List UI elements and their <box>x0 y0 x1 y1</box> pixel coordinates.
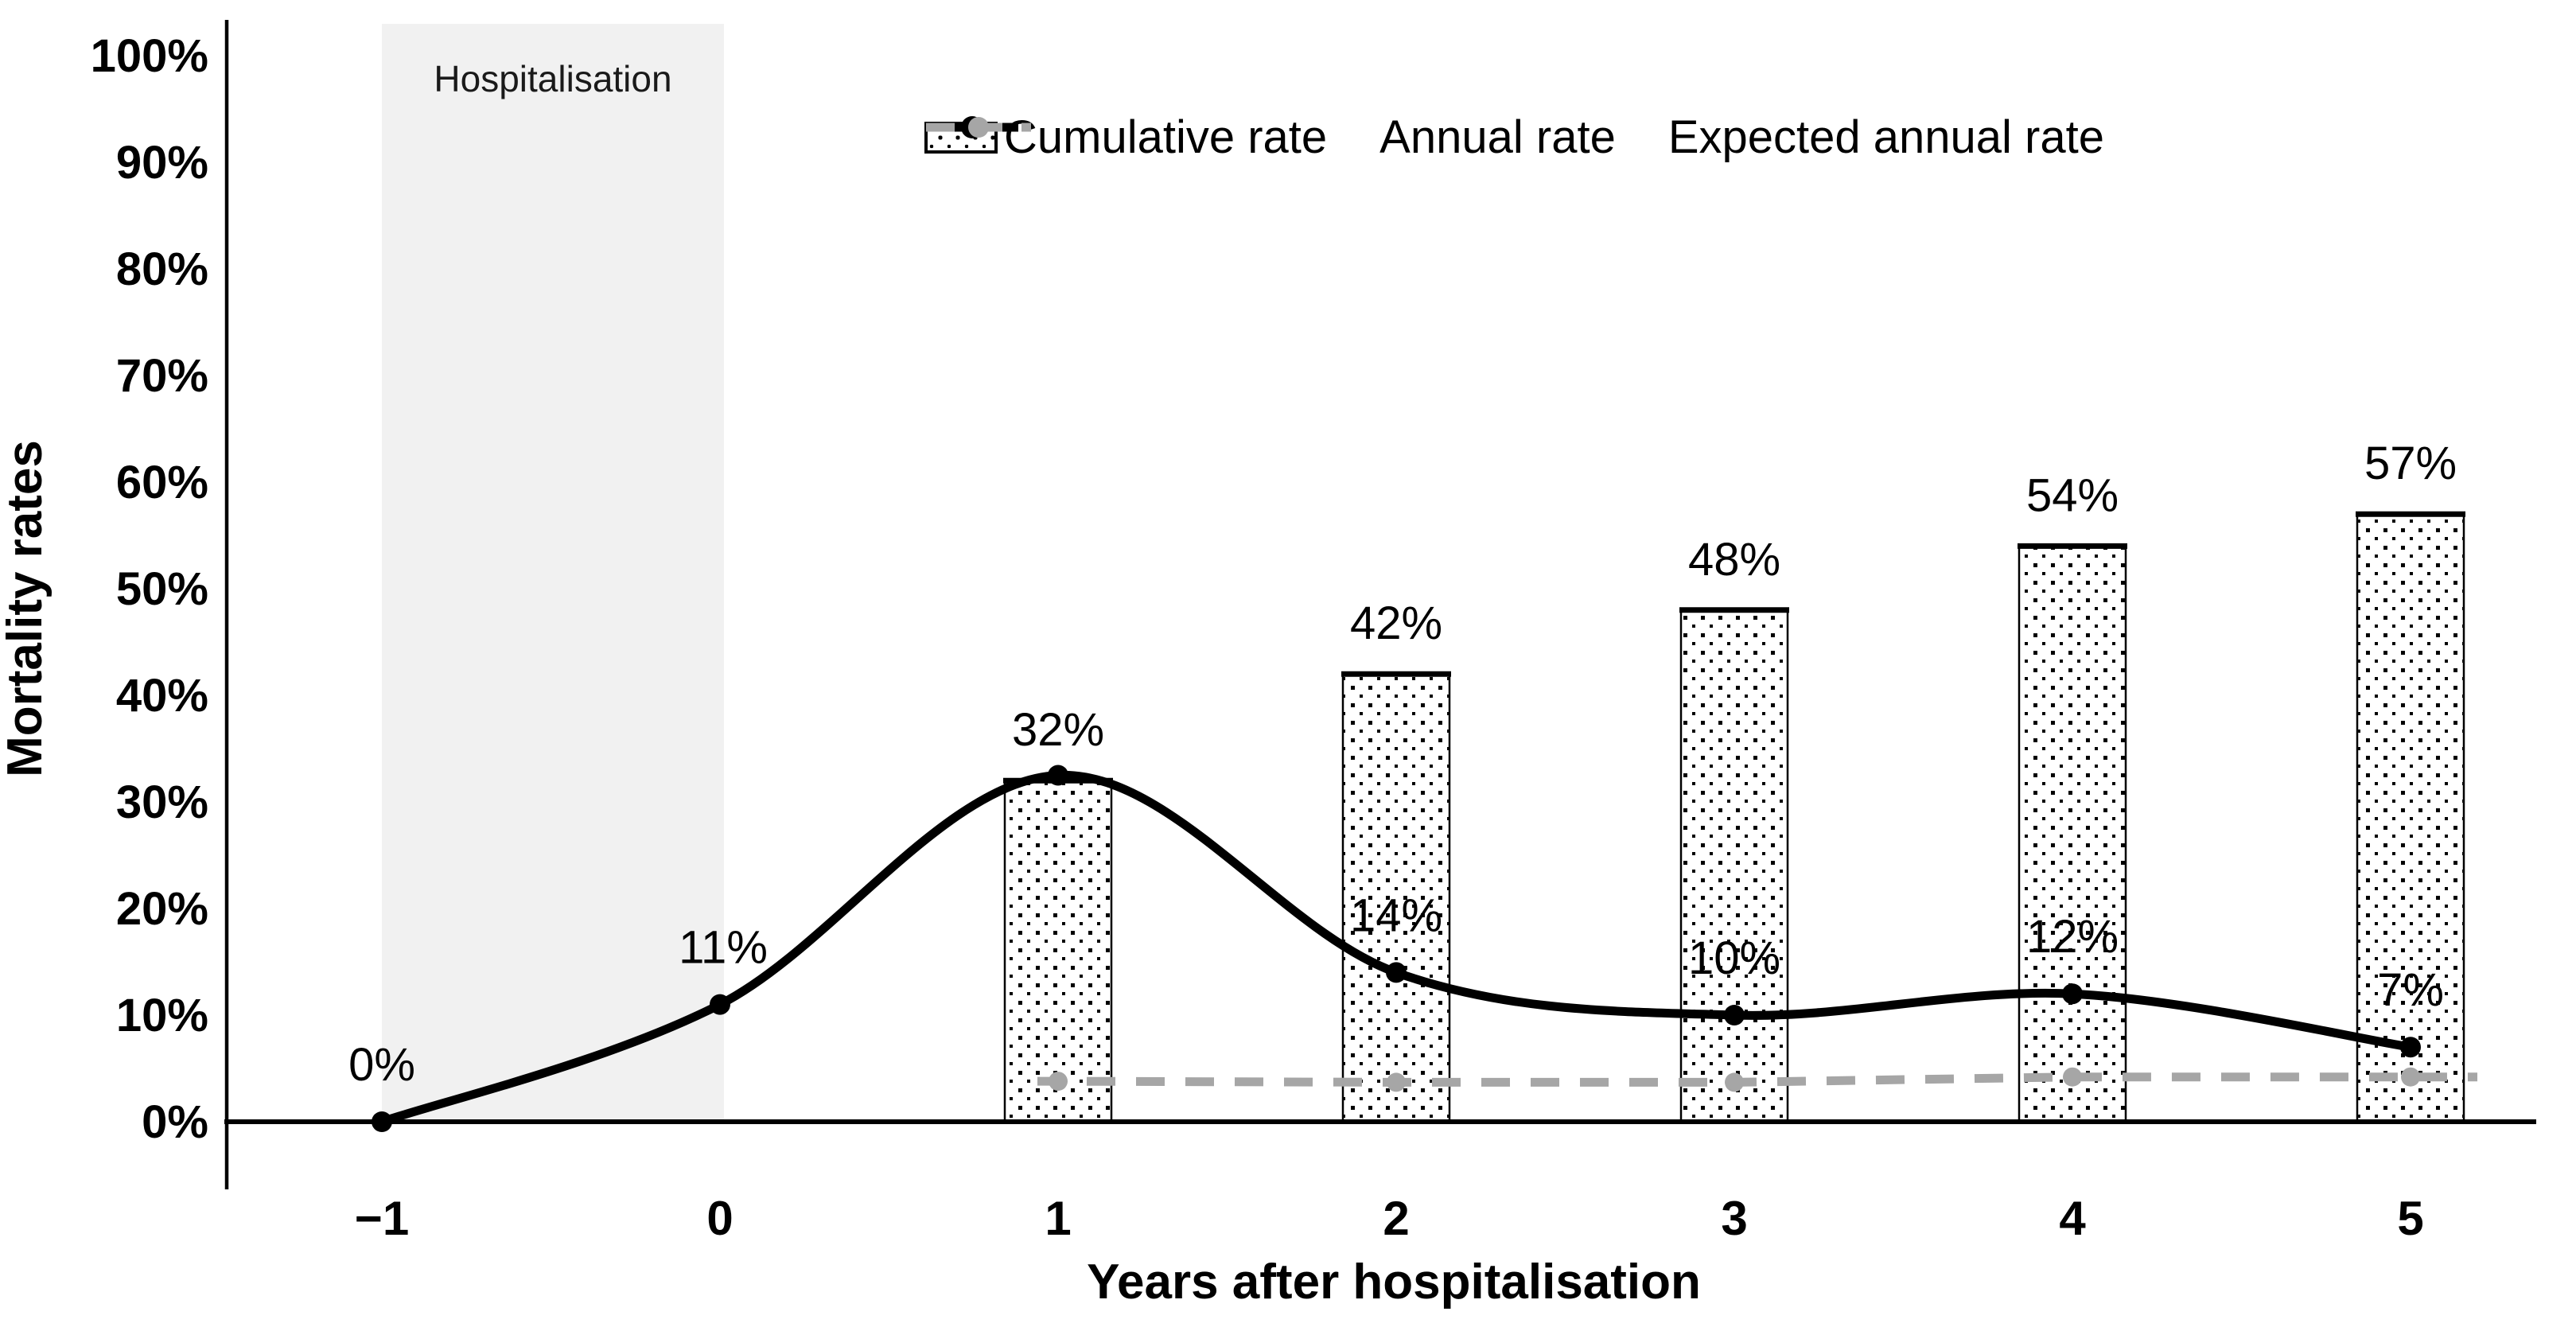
cumulative-rate-bars <box>1003 511 2465 1123</box>
x-tick-label: 0 <box>706 1192 733 1245</box>
y-tick-label: 80% <box>116 243 208 295</box>
line-data-label: 12% <box>2026 911 2119 963</box>
line-data-label: 10% <box>1688 932 1780 984</box>
line-data-label: 7% <box>2377 964 2444 1016</box>
x-tick-label: 3 <box>1721 1192 1747 1245</box>
annual-rate-marker <box>710 994 730 1015</box>
y-tick-label: 70% <box>116 350 208 402</box>
expected-annual-rate-dash-icon <box>926 117 1031 138</box>
x-axis-tick-labels: −1 0 1 2 3 4 5 <box>355 1192 2424 1245</box>
legend-label: Cumulative rate <box>1004 111 1328 163</box>
y-axis-title: Mortality rates <box>0 440 53 777</box>
hospitalisation-band-label: Hospitalisation <box>434 58 671 99</box>
x-tick-label: −1 <box>355 1192 409 1245</box>
legend-item-annual-rate: Annual rate <box>926 111 1616 163</box>
y-tick-label: 100% <box>91 30 208 82</box>
expected-rate-marker <box>1725 1072 1744 1092</box>
y-tick-label: 30% <box>116 776 208 828</box>
bar <box>1679 609 1789 1123</box>
bar-data-label: 42% <box>1350 597 1442 649</box>
bar-data-label: 57% <box>2364 438 2457 489</box>
y-axis-tick-labels: 0% 10% 20% 30% 40% 50% 60% 70% 80% 90% 100% <box>91 30 208 1148</box>
x-tick-label: 5 <box>2397 1192 2423 1245</box>
x-axis-title: Years after hospitalisation <box>1087 1255 1701 1309</box>
x-tick-label: 4 <box>2059 1192 2086 1245</box>
annual-rate-marker <box>1724 1005 1745 1025</box>
x-tick-label: 1 <box>1045 1192 1071 1245</box>
annual-rate-marker <box>2062 983 2083 1005</box>
y-tick-label: 90% <box>116 137 208 189</box>
expected-rate-marker <box>2063 1067 2082 1087</box>
y-tick-label: 0% <box>142 1096 208 1148</box>
expected-annual-rate-line <box>1037 1067 2477 1092</box>
data-labels: 32% 42% 48% 54% 57% 0% 11% 14% 10% 12% 7% <box>348 438 2457 1091</box>
bar <box>2356 512 2465 1123</box>
legend-item-expected-annual-rate: Expected annual rate <box>926 111 2104 163</box>
y-tick-label: 50% <box>116 563 208 615</box>
x-tick-label: 2 <box>1383 1192 1409 1245</box>
y-tick-label: 60% <box>116 457 208 508</box>
bar-data-label: 32% <box>1012 704 1104 756</box>
legend: Cumulative rate Annual rate Expected ann… <box>924 110 2104 165</box>
annual-rate-marker <box>2400 1037 2421 1058</box>
bar <box>1003 779 1113 1123</box>
hospitalisation-band <box>382 24 724 1122</box>
expected-rate-marker <box>1049 1072 1068 1092</box>
bar <box>2018 545 2127 1123</box>
line-data-label: 11% <box>679 922 768 974</box>
y-tick-label: 20% <box>116 883 208 935</box>
y-tick-label: 10% <box>116 990 208 1041</box>
expected-rate-marker <box>2401 1067 2420 1087</box>
annual-rate-marker <box>1048 765 1068 786</box>
y-tick-label: 40% <box>116 670 208 722</box>
line-data-label: 0% <box>348 1039 415 1091</box>
expected-rate-marker <box>1387 1072 1406 1092</box>
line-data-label: 14% <box>1350 889 1442 941</box>
legend-label: Annual rate <box>1379 111 1616 163</box>
bar-data-label: 54% <box>2026 469 2119 521</box>
annual-rate-marker <box>1386 962 1407 983</box>
annual-rate-line <box>372 765 2421 1132</box>
legend-label: Expected annual rate <box>1667 111 2104 163</box>
bar-data-label: 48% <box>1688 534 1780 586</box>
